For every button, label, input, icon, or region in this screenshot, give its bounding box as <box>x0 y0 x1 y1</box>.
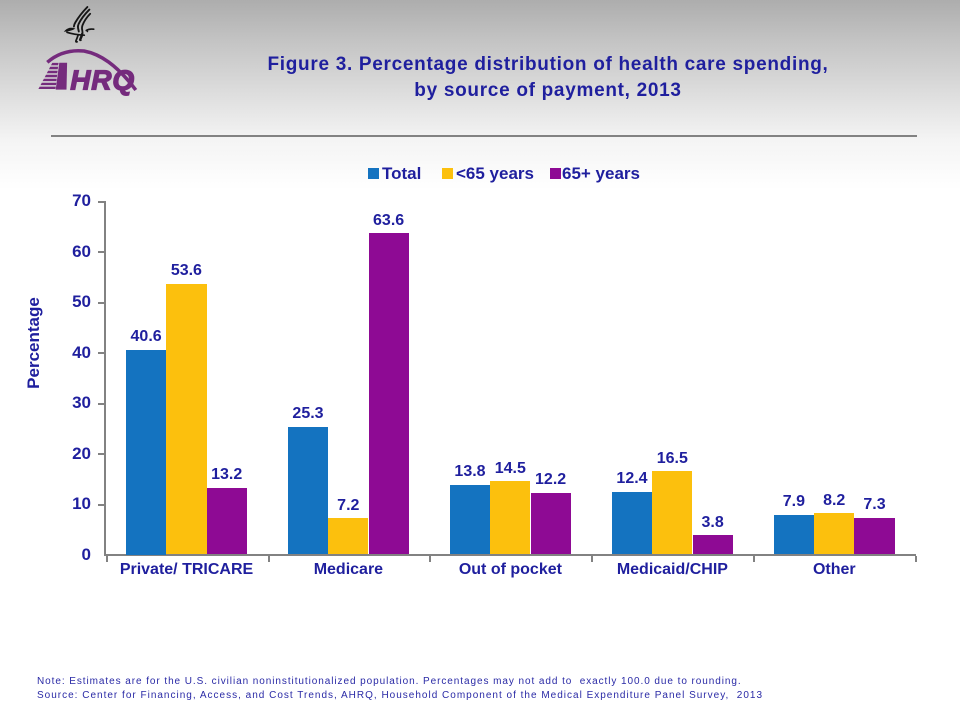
svg-text:HRQ: HRQ <box>70 65 134 96</box>
